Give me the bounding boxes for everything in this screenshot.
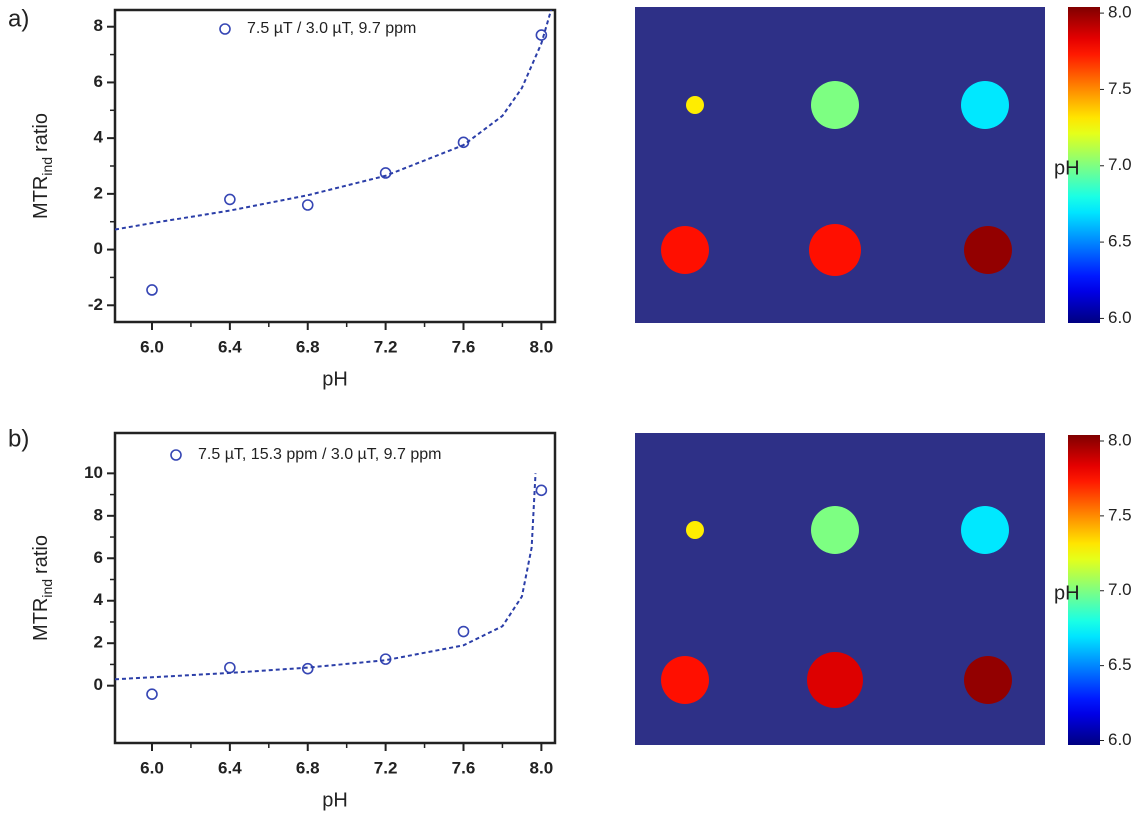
colorbar-tick-label: 7.5 [1108,79,1132,98]
y-tick-label: 10 [84,463,103,482]
legend-label: 7.5 µT, 15.3 ppm / 3.0 µT, 9.7 ppm [198,446,441,463]
x-axis-label: pH [322,368,348,390]
y-tick-label: 0 [94,675,103,694]
vial [686,96,704,114]
vial [964,226,1012,274]
data-point [147,285,157,295]
x-tick-label: 6.4 [218,337,242,356]
legend-label: 7.5 µT / 3.0 µT, 9.7 ppm [247,20,416,37]
data-point [536,30,546,40]
x-tick-label: 7.2 [374,758,398,777]
x-tick-label: 8.0 [530,758,554,777]
colorbar-tick-label: 6.0 [1108,308,1132,327]
y-tick-label: 6 [94,548,103,567]
vial [961,81,1009,129]
panel-label: a) [8,5,29,32]
legend-marker [220,24,230,34]
y-label-sub: ind [39,579,55,598]
colorbar-label: pH [1054,157,1080,179]
y-tick-label: 4 [94,128,104,147]
fit-curve [115,10,551,230]
x-axis-label: pH [322,789,348,811]
vial [811,81,859,129]
vial [661,226,709,274]
x-tick-label: 6.8 [296,758,320,777]
y-tick-label: -2 [88,295,103,314]
colorbar-tick-label: 8.0 [1108,430,1132,449]
data-point [225,194,235,204]
y-label-sub: ind [39,157,55,176]
colorbar-tick-label: 8.0 [1108,3,1132,22]
y-tick-label: 2 [94,183,103,202]
y-label-main: MTR [30,598,52,641]
plot-frame [115,433,555,743]
vial [809,224,861,276]
vial [811,506,859,554]
x-tick-label: 6.8 [296,337,320,356]
legend-marker [171,450,181,460]
y-axis-label: MTRind ratio [30,113,54,219]
plot-frame [115,10,555,322]
y-tick-label: 8 [94,16,103,35]
colorbar-tick-label: 6.5 [1108,232,1132,251]
x-tick-label: 7.2 [374,337,398,356]
y-tick-label: 2 [94,633,103,652]
data-point [147,689,157,699]
x-tick-label: 6.4 [218,758,242,777]
y-tick-label: 6 [94,72,103,91]
panel-label: b) [8,425,29,452]
x-tick-label: 6.0 [140,758,164,777]
colorbar-label: pH [1054,582,1080,604]
x-tick-label: 8.0 [530,337,554,356]
page: a)6.06.46.87.27.68.0-202468pHMTRindratio… [0,0,1145,823]
colorbar-tick-label: 6.0 [1108,730,1132,749]
x-tick-label: 6.0 [140,337,164,356]
vial [686,521,704,539]
map-background [635,7,1045,323]
colorbar-tick-label: 7.5 [1108,505,1132,524]
vial [961,506,1009,554]
colorbar-tick-label: 7.0 [1108,155,1132,174]
figure: a)6.06.46.87.27.68.0-202468pHMTRindratio… [0,0,1145,823]
x-tick-label: 7.6 [452,337,476,356]
colorbar-tick-label: 6.5 [1108,655,1132,674]
colorbar-tick-label: 7.0 [1108,580,1132,599]
y-tick-label: 0 [94,239,103,258]
data-point [303,200,313,210]
y-tick-label: 8 [94,505,103,524]
y-label-main: MTR [30,176,52,219]
data-point [225,663,235,673]
vial [964,656,1012,704]
fit-curve [115,473,536,679]
y-label-rest: ratio [30,535,52,574]
vial [807,652,863,708]
y-label-rest: ratio [30,113,52,152]
data-point [458,627,468,637]
data-point [536,485,546,495]
y-axis-label: MTRind ratio [30,535,54,641]
vial [661,656,709,704]
x-tick-label: 7.6 [452,758,476,777]
y-tick-label: 4 [94,590,104,609]
